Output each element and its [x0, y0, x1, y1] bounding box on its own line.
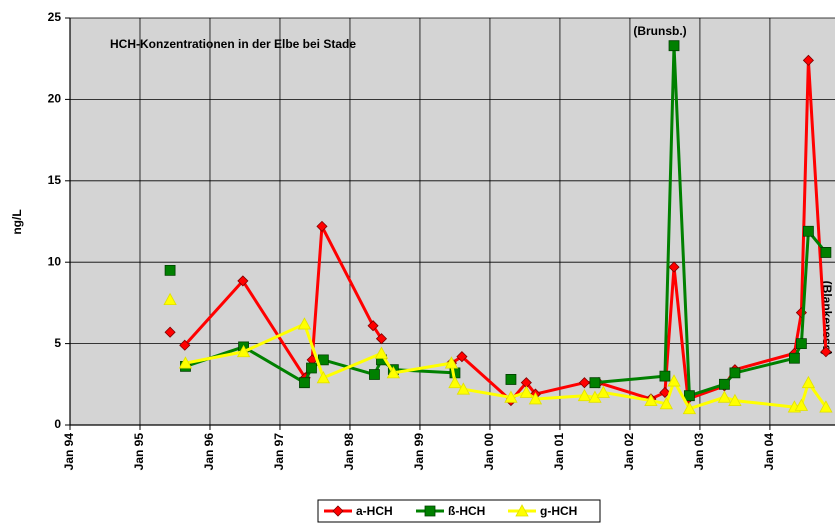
marker: [369, 369, 380, 380]
marker: [456, 351, 468, 363]
x-tick-label: Jan 98: [342, 433, 356, 471]
marker: [515, 504, 529, 517]
marker: [794, 398, 809, 411]
marker: [519, 385, 534, 398]
marker: [424, 505, 436, 517]
marker: [297, 317, 312, 330]
marker: [164, 264, 176, 276]
x-tick-label: Jan 01: [552, 433, 566, 471]
marker: [577, 388, 592, 402]
marker: [306, 362, 317, 374]
y-tick-label: 15: [48, 173, 62, 187]
marker: [820, 247, 832, 258]
y-tick-label: 0: [54, 417, 61, 431]
marker: [596, 385, 611, 398]
x-tick-label: Jan 94: [62, 433, 76, 471]
legend-label: a-HCH: [356, 504, 393, 518]
legend: a-HCH ß-HCH g-HCH: [317, 499, 601, 523]
marker: [374, 346, 389, 359]
marker: [332, 505, 344, 517]
marker: [668, 40, 680, 52]
marker: [578, 377, 590, 389]
marker: [667, 374, 681, 387]
marker: [528, 392, 543, 405]
annotation: (Brunsb.): [633, 24, 686, 38]
marker: [796, 338, 807, 349]
y-tick-label: 10: [48, 254, 62, 268]
marker: [163, 292, 177, 306]
marker: [659, 386, 671, 399]
y-tick-label: 25: [48, 10, 62, 24]
x-tick-label: Jan 97: [272, 433, 286, 471]
x-tick-label: Jan 96: [202, 433, 216, 471]
marker: [448, 375, 462, 389]
marker: [789, 352, 800, 364]
y-axis-label: ng/L: [10, 209, 24, 234]
annotation: HCH-Konzentrationen in der Elbe bei Stad…: [110, 37, 356, 51]
marker: [803, 225, 814, 237]
marker: [719, 378, 730, 390]
marker: [164, 326, 176, 338]
marker: [456, 382, 471, 395]
marker: [386, 366, 401, 379]
marker: [802, 54, 814, 66]
marker: [504, 390, 518, 403]
marker: [589, 377, 601, 389]
x-tick-label: Jan 00: [482, 433, 496, 471]
marker: [178, 356, 193, 369]
marker: [729, 367, 741, 379]
marker: [179, 339, 191, 351]
x-tick-label: Jan 02: [622, 433, 636, 471]
marker: [444, 356, 459, 369]
series-line: [594, 44, 828, 398]
x-tick-label: Jan 04: [762, 433, 776, 471]
marker: [237, 275, 249, 287]
marker: [316, 220, 328, 232]
marker: [819, 400, 833, 413]
x-tick-label: Jan 99: [412, 433, 426, 471]
x-tick-label: Jan 95: [132, 433, 146, 471]
x-tick-label: Jan 03: [692, 433, 706, 471]
y-tick-label: 5: [54, 336, 61, 350]
marker: [299, 377, 310, 389]
marker: [820, 346, 832, 358]
legend-label: g-HCH: [540, 504, 577, 518]
marker: [505, 374, 517, 385]
marker: [717, 390, 732, 403]
marker: [367, 320, 379, 332]
legend-label: ß-HCH: [448, 504, 485, 518]
marker: [684, 390, 695, 402]
marker: [728, 393, 742, 406]
marker: [316, 370, 331, 384]
plot-area: [70, 18, 835, 425]
marker: [682, 401, 697, 415]
marker: [668, 261, 680, 273]
marker: [659, 370, 671, 382]
marker: [801, 375, 816, 389]
marker: [236, 344, 251, 358]
marker: [375, 333, 388, 345]
legend-box: [317, 499, 601, 523]
marker: [644, 393, 658, 406]
marker: [659, 397, 673, 410]
y-tick-label: 20: [48, 92, 62, 106]
